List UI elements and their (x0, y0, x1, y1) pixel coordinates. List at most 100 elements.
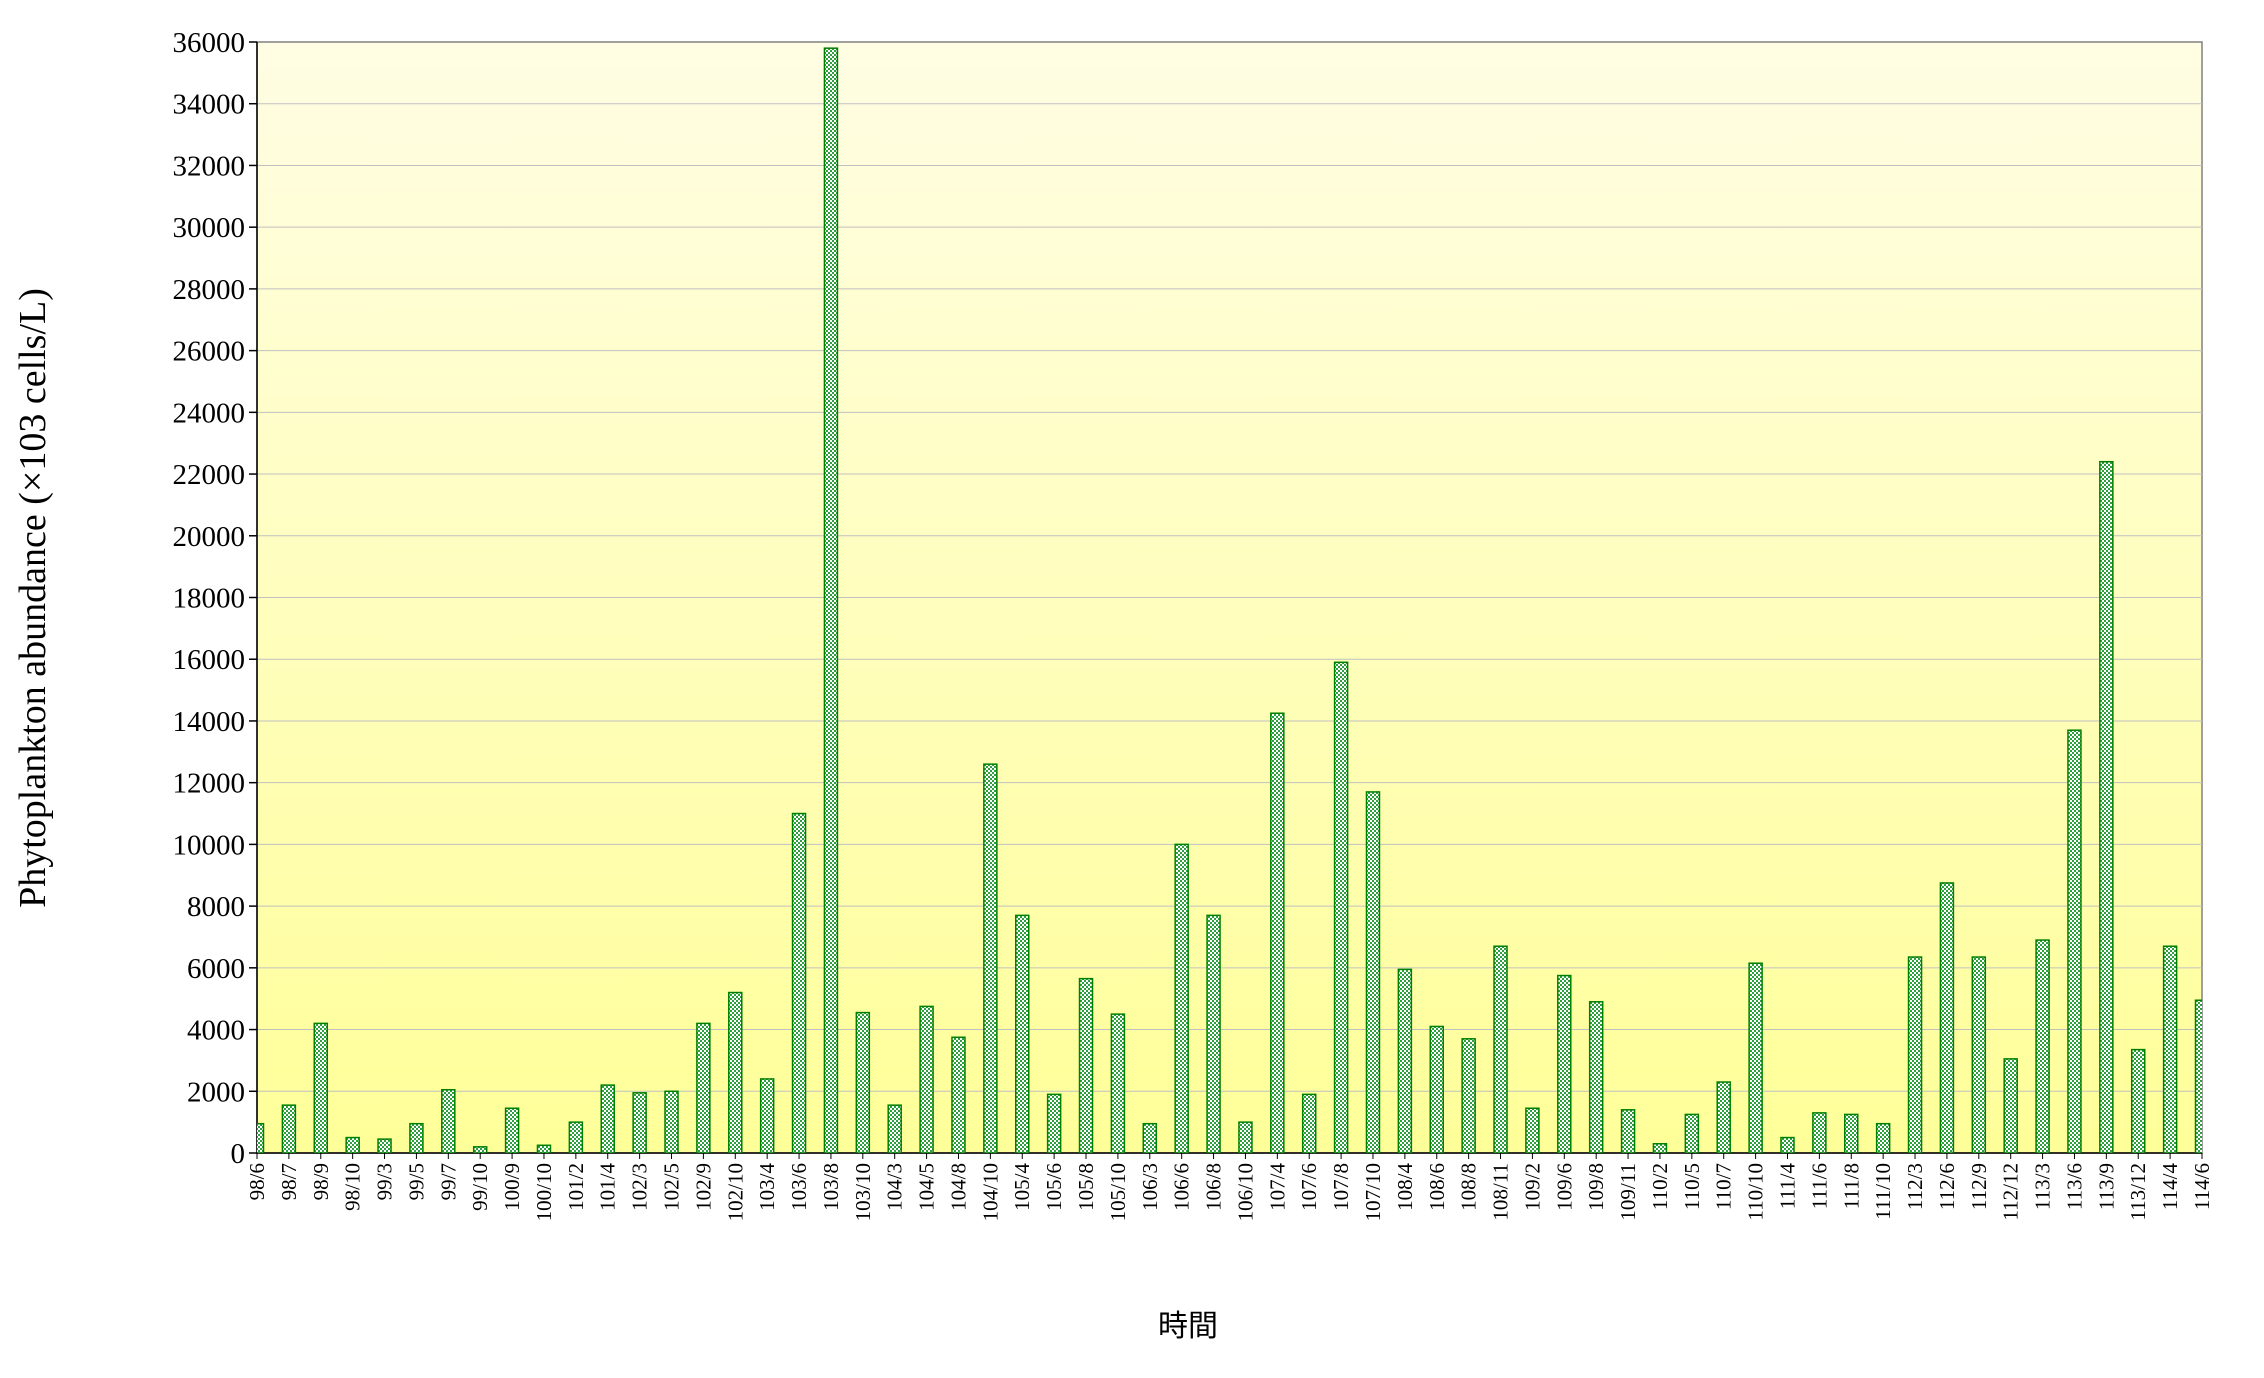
bar (951, 1036, 966, 1153)
x-tick-label: 108/8 (1457, 1163, 1481, 1211)
bar (409, 1122, 424, 1153)
x-tick-label: 113/9 (2094, 1163, 2118, 1210)
x-tick-label: 112/3 (1903, 1163, 1927, 1210)
bar (1046, 1093, 1062, 1153)
x-axis-title: 時間 (1158, 1310, 1218, 1343)
y-tick-label: 22000 (173, 459, 246, 491)
bar (1620, 1109, 1636, 1153)
x-tick-label: 111/10 (1871, 1163, 1895, 1220)
bar (1780, 1136, 1795, 1153)
bar (1174, 843, 1189, 1153)
bar (632, 1092, 647, 1153)
bar (983, 763, 998, 1153)
x-tick-label: 111/8 (1839, 1163, 1863, 1209)
x-tick-label: 103/4 (755, 1163, 779, 1211)
bar (1971, 956, 1987, 1153)
y-axis-title: Phytoplankton abundance (×103 cells/L) (12, 288, 54, 908)
x-tick-label: 114/4 (2158, 1163, 2182, 1211)
bar (536, 1144, 552, 1153)
bar (1270, 712, 1285, 1153)
x-tick-label: 106/6 (1170, 1163, 1194, 1211)
bar (2099, 460, 2114, 1153)
x-tick-label: 108/6 (1425, 1163, 1449, 1211)
x-tick-label: 106/3 (1138, 1163, 1162, 1211)
bar (791, 812, 807, 1153)
x-tick-label: 98/9 (309, 1163, 333, 1200)
x-tick-label: 112/9 (1967, 1163, 1991, 1210)
x-tick-label: 102/5 (660, 1163, 684, 1211)
bar (257, 1122, 265, 1153)
bar (1875, 1122, 1891, 1153)
bar (2003, 1058, 2018, 1153)
y-tick-label: 12000 (173, 768, 246, 800)
x-tick-label: 105/10 (1106, 1163, 1130, 1221)
bar (664, 1090, 679, 1153)
bar (1238, 1121, 1253, 1153)
bar (345, 1136, 360, 1153)
bar (568, 1121, 584, 1153)
x-tick-label: 109/2 (1520, 1163, 1544, 1211)
x-tick-label: 110/5 (1680, 1163, 1704, 1210)
bar (1748, 962, 1763, 1153)
y-tick-label: 10000 (173, 829, 246, 861)
x-tick-label: 102/3 (628, 1163, 652, 1211)
y-tick-label: 26000 (173, 336, 246, 368)
bar (472, 1146, 488, 1153)
x-tick-label: 112/12 (1999, 1163, 2023, 1221)
bar (1684, 1113, 1700, 1153)
bar (1907, 956, 1923, 1153)
bar (2035, 939, 2050, 1153)
bar (313, 1022, 329, 1153)
x-tick-label: 109/6 (1552, 1163, 1576, 1211)
bar (1939, 882, 1955, 1153)
y-tick-label: 0 (231, 1138, 246, 1170)
x-tick-label: 104/3 (883, 1163, 907, 1211)
x-tick-label: 99/3 (373, 1163, 397, 1200)
x-tick-label: 107/8 (1329, 1163, 1353, 1211)
bar (1652, 1142, 1668, 1153)
x-tick-label: 105/6 (1042, 1163, 1066, 1211)
x-tick-label: 110/10 (1744, 1163, 1768, 1221)
x-tick-label: 104/10 (978, 1163, 1002, 1221)
x-tick-label: 107/6 (1297, 1163, 1321, 1211)
x-tick-label: 113/3 (2031, 1163, 2055, 1210)
x-tick-label: 111/6 (1807, 1163, 1831, 1209)
y-tick-label: 36000 (173, 27, 246, 59)
x-tick-label: 109/8 (1584, 1163, 1608, 1211)
x-tick-label: 99/5 (404, 1163, 428, 1200)
x-tick-label: 98/6 (245, 1163, 269, 1200)
x-tick-label: 113/6 (2062, 1163, 2086, 1210)
y-tick-label: 32000 (173, 150, 246, 182)
y-tick-label: 34000 (173, 89, 246, 121)
bar (887, 1104, 902, 1153)
bar (823, 47, 839, 1153)
bar (377, 1138, 392, 1153)
bar (1301, 1093, 1317, 1153)
bar (1461, 1038, 1476, 1153)
bar (1206, 914, 1221, 1153)
x-tick-label: 112/6 (1935, 1163, 1959, 1210)
bar (1588, 1001, 1604, 1153)
bar (1365, 791, 1381, 1153)
x-tick-label: 98/10 (341, 1163, 365, 1211)
bar (600, 1084, 615, 1153)
bar (1493, 945, 1508, 1153)
x-tick-label: 104/8 (946, 1163, 970, 1211)
bar (1014, 914, 1030, 1153)
bar (2162, 945, 2178, 1153)
y-tick-label: 30000 (173, 212, 246, 244)
bar (1142, 1122, 1158, 1153)
y-tick-label: 6000 (187, 953, 245, 985)
y-tick-label: 18000 (173, 583, 246, 615)
y-tick-label: 24000 (173, 397, 246, 429)
x-tick-label: 113/12 (2126, 1163, 2150, 1221)
bar (759, 1078, 775, 1153)
x-tick-label: 107/4 (1265, 1163, 1289, 1211)
x-tick-label: 105/4 (1010, 1163, 1034, 1211)
x-tick-label: 99/7 (436, 1163, 460, 1200)
y-tick-label: 28000 (173, 274, 246, 306)
bar (1429, 1025, 1445, 1153)
x-tick-label: 111/4 (1775, 1163, 1799, 1210)
y-tick-label: 20000 (173, 521, 246, 553)
